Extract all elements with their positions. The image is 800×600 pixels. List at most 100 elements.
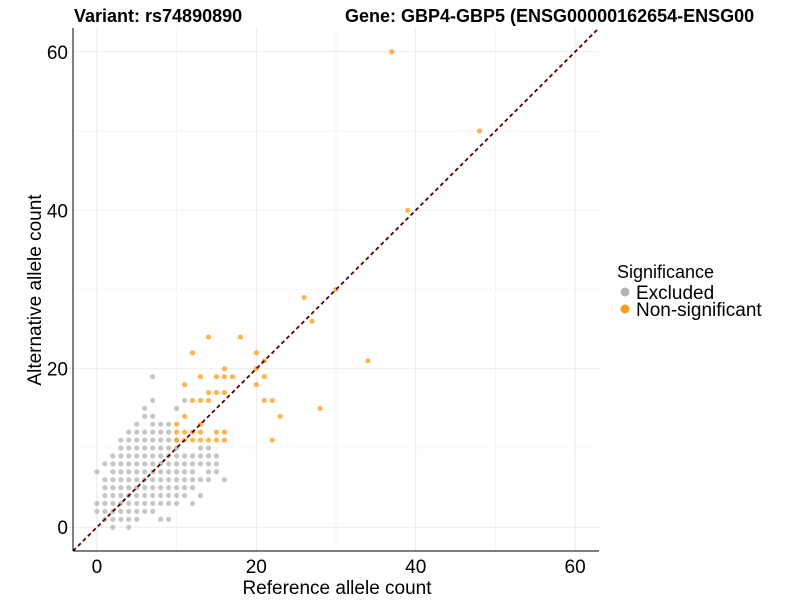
data-point-excluded [166,469,172,475]
data-point-excluded [110,500,116,507]
data-point-excluded [134,500,140,507]
data-point-excluded [142,508,148,514]
data-point-non-significant [237,334,243,340]
data-point-excluded [126,445,132,451]
data-point-excluded [158,421,164,427]
legend-label-non-significant: Non-significant [636,300,762,321]
data-point-excluded [150,508,156,514]
data-point-excluded [150,421,156,427]
data-point-excluded [197,445,204,451]
legend-title: Significance [617,262,714,282]
data-point-excluded [174,469,180,475]
data-point-non-significant [269,397,275,404]
data-point-excluded [118,445,124,451]
data-point-excluded [102,492,108,499]
data-point-excluded [118,477,124,483]
data-point-non-significant [197,437,204,443]
data-point-non-significant [205,389,212,396]
data-point-excluded [158,445,164,451]
data-point-excluded [158,453,164,459]
data-point-excluded [134,461,140,467]
grid [73,28,599,551]
data-point-non-significant [253,350,259,356]
data-point-excluded [118,492,124,499]
data-point-excluded [134,445,140,451]
data-point-excluded [110,469,116,475]
axes [72,28,599,552]
data-point-excluded [174,477,180,483]
data-point-non-significant [221,366,228,372]
data-point-excluded [158,492,164,499]
data-point-excluded [158,469,164,475]
data-point-non-significant [213,429,220,435]
data-point-excluded [166,492,172,499]
data-point-excluded [150,485,156,491]
data-points [94,49,483,530]
data-point-non-significant [365,358,371,364]
data-point-excluded [110,477,116,483]
data-point-excluded [134,516,140,522]
data-point-excluded [126,429,132,435]
data-point-excluded [189,469,196,475]
data-point-excluded [134,492,140,499]
data-point-excluded [181,485,188,491]
x-tick-label: 20 [246,557,267,578]
data-point-excluded [142,405,148,411]
data-point-excluded [213,469,220,475]
data-point-excluded [102,461,108,467]
data-point-excluded [94,508,100,514]
data-point-excluded [142,461,148,467]
data-point-non-significant [309,318,315,324]
data-point-non-significant [221,437,228,443]
data-point-non-significant [189,397,196,404]
data-point-excluded [102,508,108,514]
data-point-non-significant [229,374,235,380]
data-point-non-significant [205,397,212,404]
data-point-excluded [102,485,108,491]
data-point-excluded [174,492,180,499]
data-point-non-significant [189,437,196,443]
data-point-excluded [134,453,140,459]
data-point-excluded [126,508,132,514]
data-point-excluded [150,461,156,467]
data-point-excluded [142,500,148,507]
data-point-non-significant [205,437,212,443]
data-point-excluded [118,461,124,467]
data-point-excluded [118,508,124,514]
legend-label-excluded: Excluded [636,283,714,304]
data-point-excluded [142,413,148,419]
data-point-excluded [102,500,108,507]
x-tick-label: 0 [92,557,103,578]
data-point-excluded [118,516,124,522]
data-point-excluded [134,421,140,427]
data-point-excluded [221,477,228,483]
y-axis-label: Alternative allele count [25,194,46,386]
data-point-excluded [150,437,156,443]
data-point-excluded [166,437,172,443]
legend-marker-excluded [620,287,630,297]
data-point-non-significant [221,429,228,435]
chart-title-left: Variant: rs74890890 [74,6,242,26]
data-point-excluded [189,477,196,483]
data-point-excluded [181,469,188,475]
data-point-excluded [150,477,156,483]
data-point-excluded [213,461,220,467]
data-point-excluded [150,453,156,459]
data-point-excluded [174,405,180,411]
data-point-excluded [126,485,132,491]
data-point-excluded [150,492,156,499]
chart-title-right: Gene: GBP4-GBP5 (ENSG00000162654-ENSG00 [345,6,754,26]
data-point-excluded [181,453,188,459]
data-point-excluded [213,453,220,459]
data-point-non-significant [221,374,228,380]
data-point-non-significant [317,405,323,411]
data-point-non-significant [301,294,307,301]
data-point-excluded [158,437,164,443]
data-point-excluded [126,524,132,530]
data-point-excluded [166,421,172,427]
data-point-excluded [118,485,124,491]
identity-line [72,27,600,552]
data-point-excluded [166,516,172,522]
data-point-excluded [150,413,156,419]
data-point-non-significant [197,397,204,404]
